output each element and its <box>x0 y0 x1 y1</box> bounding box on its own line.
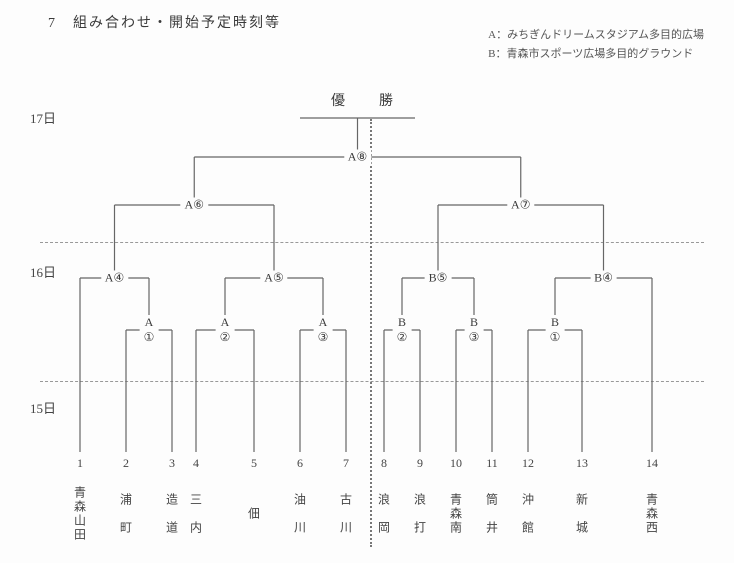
match-a6: A⑥ <box>181 198 208 213</box>
team-name: 浪 岡 <box>376 474 393 554</box>
match-b1: B ① <box>546 315 565 345</box>
team-4: 4 三 内 <box>187 456 205 558</box>
match-b1-num: ① <box>550 330 561 344</box>
match-a3: A ③ <box>314 315 333 345</box>
team-8: 8 浪 岡 <box>375 456 393 558</box>
team-name: 浪 打 <box>412 474 429 554</box>
team-number: 9 <box>411 456 429 471</box>
match-a4: A④ <box>101 271 128 286</box>
team-number: 8 <box>375 456 393 471</box>
team-10: 10 青森南 <box>447 456 465 558</box>
team-name: 佃 <box>246 474 263 554</box>
team-12: 12 沖 館 <box>519 456 537 558</box>
team-name: 筒 井 <box>484 474 501 554</box>
team-1: 1 青森山田 <box>71 456 89 558</box>
match-b1-venue: B <box>551 315 559 329</box>
match-b2-num: ② <box>397 330 408 344</box>
team-name: 古 川 <box>338 474 355 554</box>
team-number: 7 <box>337 456 355 471</box>
team-number: 14 <box>643 456 661 471</box>
match-b3-num: ③ <box>469 330 480 344</box>
match-a3-num: ③ <box>318 330 329 344</box>
team-7: 7 古 川 <box>337 456 355 558</box>
team-3: 3 造 道 <box>163 456 181 558</box>
match-a3-venue: A <box>319 315 328 329</box>
match-b5: B⑤ <box>425 271 452 286</box>
team-name: 青森山田 <box>72 474 89 554</box>
match-a1-venue: A <box>145 315 154 329</box>
team-5: 5佃 <box>245 456 263 558</box>
team-6: 6 油 川 <box>291 456 309 558</box>
match-b3: B ③ <box>465 315 484 345</box>
match-b3-venue: B <box>470 315 478 329</box>
team-name: 青森西 <box>644 474 661 554</box>
team-name: 青森南 <box>448 474 465 554</box>
team-number: 6 <box>291 456 309 471</box>
team-11: 11 筒 井 <box>483 456 501 558</box>
match-a8: A⑧ <box>344 150 371 165</box>
team-name: 造 道 <box>164 474 181 554</box>
match-a2-venue: A <box>221 315 230 329</box>
team-number: 1 <box>71 456 89 471</box>
team-name: 三 内 <box>188 474 205 554</box>
match-a1-num: ① <box>144 330 155 344</box>
team-number: 2 <box>117 456 135 471</box>
team-number: 4 <box>187 456 205 471</box>
team-9: 9 浪 打 <box>411 456 429 558</box>
team-number: 12 <box>519 456 537 471</box>
team-2: 2 浦 町 <box>117 456 135 558</box>
team-13: 13 新 城 <box>573 456 591 558</box>
team-number: 5 <box>245 456 263 471</box>
team-number: 11 <box>483 456 501 471</box>
team-number: 13 <box>573 456 591 471</box>
match-b4: B④ <box>590 271 617 286</box>
match-b2: B ② <box>393 315 412 345</box>
match-b2-venue: B <box>398 315 406 329</box>
match-a1: A ① <box>140 315 159 345</box>
match-a7: A⑦ <box>507 198 534 213</box>
team-14: 14 青森西 <box>643 456 661 558</box>
team-number: 3 <box>163 456 181 471</box>
team-name: 浦 町 <box>118 474 135 554</box>
team-name: 新 城 <box>574 474 591 554</box>
match-a5: A⑤ <box>260 271 287 286</box>
match-a2: A ② <box>216 315 235 345</box>
team-name: 油 川 <box>292 474 309 554</box>
match-a2-num: ② <box>220 330 231 344</box>
team-number: 10 <box>447 456 465 471</box>
team-name: 沖 館 <box>520 474 537 554</box>
